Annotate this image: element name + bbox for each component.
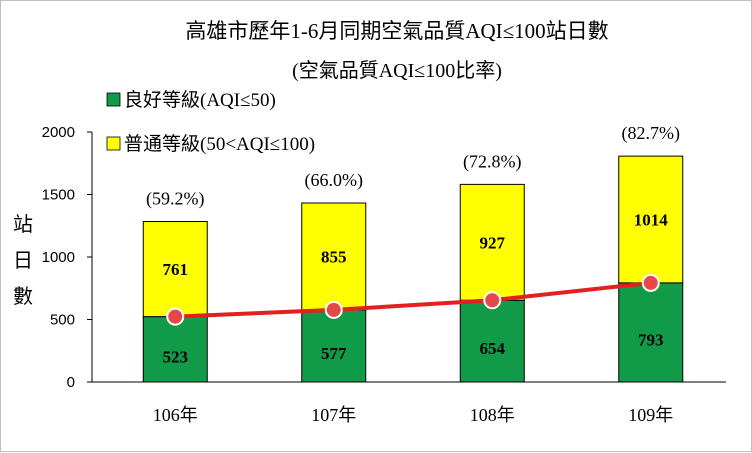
data-labels: 523 761 (59.2%) 577 855 (66.0%) 654 927 (72.8%) 7… <box>146 123 680 366</box>
trend-point <box>483 291 502 310</box>
percent-label: (72.8%) <box>463 151 521 172</box>
trend-point <box>641 273 660 292</box>
x-category-label: 106年 <box>153 405 198 425</box>
percent-label: (66.0%) <box>305 170 363 191</box>
legend: 良好等級(AQI≤50) 普通等級(50<AQI≤100) <box>106 89 315 155</box>
y-tick-label: 2000 <box>42 124 75 141</box>
value-label-moderate: 855 <box>321 247 347 266</box>
trend-line-path <box>175 280 651 319</box>
y-axis-ticks: 0 500 1000 1500 2000 <box>42 124 92 391</box>
y-tick-label: 500 <box>50 312 75 329</box>
y-tick-label: 0 <box>67 374 75 391</box>
y-axis-label-char-3: 數 <box>13 285 33 308</box>
value-label-good: 523 <box>163 347 189 366</box>
bar-good-2 <box>301 309 367 383</box>
x-category-label: 108年 <box>470 405 515 425</box>
percent-label: (82.7%) <box>622 123 680 144</box>
value-label-good: 793 <box>638 330 664 349</box>
value-label-good: 654 <box>480 339 506 358</box>
trend-line <box>166 273 660 326</box>
value-label-good: 577 <box>321 344 347 363</box>
bars <box>142 155 684 383</box>
y-tick-label: 1500 <box>42 187 75 204</box>
chart-subtitle: (空氣品質AQI≤100比率) <box>292 59 502 82</box>
bar-moderate-4 <box>618 155 684 284</box>
bar-good-1 <box>142 316 208 383</box>
percent-label: (59.2%) <box>146 189 204 210</box>
x-category-label: 107年 <box>311 405 356 425</box>
y-axis-label-char-1: 站 <box>13 213 33 236</box>
bar-good-4 <box>618 282 684 383</box>
bar-moderate-2 <box>301 202 367 311</box>
trend-point <box>324 300 343 319</box>
legend-label-good: 良好等級(AQI≤50) <box>124 89 276 111</box>
value-label-moderate: 1014 <box>634 211 669 230</box>
x-axis-categories: 106年 107年 108年 109年 <box>153 405 674 425</box>
y-axis-label-char-2: 日 <box>13 250 33 272</box>
value-label-moderate: 761 <box>163 260 189 279</box>
x-category-label: 109年 <box>628 405 673 425</box>
legend-label-moderate: 普通等級(50<AQI≤100) <box>124 133 315 155</box>
y-axis-label: 站 日 數 <box>13 213 33 308</box>
bar-moderate-3 <box>459 183 525 301</box>
bar-moderate-1 <box>142 221 208 318</box>
y-tick-label: 1000 <box>42 249 75 266</box>
trend-point <box>166 307 185 326</box>
bar-good-3 <box>459 299 525 383</box>
chart-title: 高雄市歷年1-6月同期空氣品質AQI≤100站日數 <box>185 19 608 43</box>
legend-swatch-good <box>106 92 121 107</box>
value-label-moderate: 927 <box>480 233 506 252</box>
legend-swatch-moderate <box>106 136 121 151</box>
